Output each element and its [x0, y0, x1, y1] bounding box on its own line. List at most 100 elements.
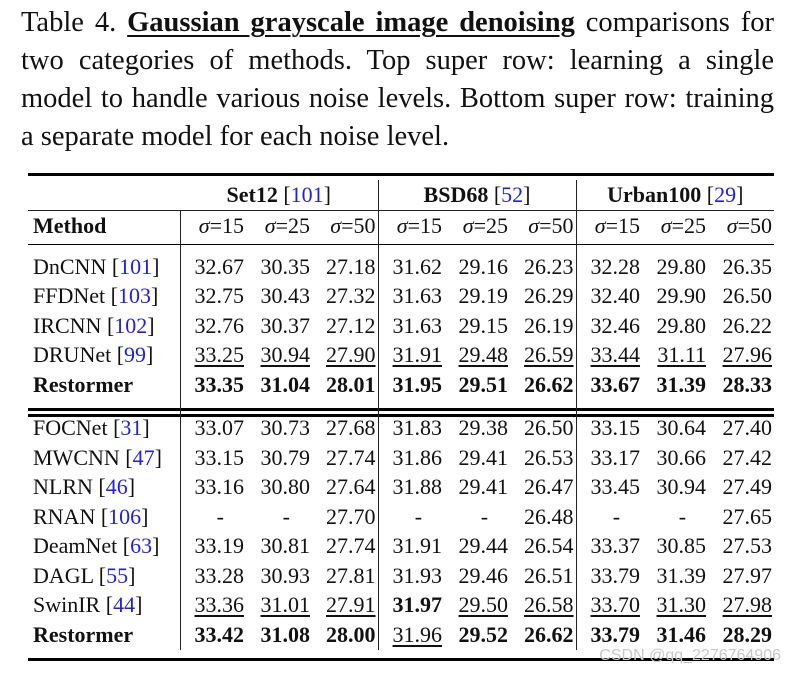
psnr-cell: 27.42: [722, 444, 773, 470]
psnr-cell: 31.11: [657, 342, 707, 368]
citation-link[interactable]: 55: [106, 562, 129, 588]
citation-link[interactable]: 106: [108, 503, 142, 529]
psnr-cell: 30.80: [260, 474, 311, 500]
psnr-cell: 27.18: [312, 252, 379, 282]
psnr-cell: 26.50: [510, 413, 577, 443]
citation-link[interactable]: 52: [501, 182, 524, 207]
psnr-cell: 29.46: [458, 562, 509, 588]
psnr-cell: 30.93: [260, 562, 311, 588]
psnr-cell: -: [414, 503, 423, 529]
sigma-level-header: σ=25: [660, 213, 707, 238]
section-rule-lower: [28, 414, 774, 417]
citation-link[interactable]: 101: [119, 253, 153, 279]
psnr-cell: 26.48: [510, 502, 577, 532]
citation-link[interactable]: 46: [105, 474, 128, 500]
psnr-cell: 29.41: [458, 474, 509, 500]
psnr-cell: 29.38: [458, 415, 509, 441]
psnr-cell: 33.44: [590, 342, 641, 368]
psnr-cell: 31.39: [656, 371, 707, 397]
psnr-cell: 27.74: [312, 531, 379, 561]
citation-link[interactable]: 102: [114, 312, 148, 338]
method-name: DAGL [55]: [28, 561, 181, 591]
psnr-cell: 31.91: [392, 533, 443, 559]
psnr-cell: 33.36: [194, 592, 245, 618]
citation-link[interactable]: 103: [117, 283, 151, 309]
top-rule: [28, 173, 774, 176]
psnr-cell: 30.79: [260, 444, 311, 470]
psnr-cell: 33.45: [590, 474, 641, 500]
psnr-cell: 28.29: [722, 621, 773, 647]
sigma-level-header: σ=15: [198, 213, 244, 238]
group-header-set12: Set12 [101]: [180, 180, 379, 211]
method-name: DnCNN [101]: [28, 252, 181, 282]
psnr-cell: 30.94: [656, 474, 707, 500]
bottom-rule: [28, 658, 774, 661]
psnr-cell: 33.25: [194, 342, 245, 368]
psnr-cell: 27.74: [312, 443, 379, 473]
citation-link[interactable]: 63: [130, 533, 153, 559]
header-row-sigma: Method σ=15 σ=25 σ=50 σ=15 σ=25 σ=50 σ=15 σ=25 σ…: [28, 210, 775, 241]
method-name: DeamNet [63]: [28, 531, 181, 561]
method-name: RNAN [106]: [28, 502, 181, 532]
psnr-cell: 33.15: [194, 444, 245, 470]
table-row: Restormer 33.35 31.04 28.01 31.95 29.51 26.62 3…: [28, 370, 774, 400]
method-name: NLRN [46]: [28, 472, 181, 502]
psnr-cell: 27.49: [722, 474, 773, 500]
psnr-cell: 32.76: [194, 312, 245, 338]
group-header-urban100: Urban100 [29]: [607, 182, 744, 207]
psnr-cell: 33.70: [590, 592, 641, 618]
psnr-cell: 33.15: [590, 415, 641, 441]
psnr-cell: 33.67: [590, 371, 641, 397]
psnr-cell: 33.79: [590, 621, 641, 647]
citation-link[interactable]: 29: [714, 182, 737, 207]
psnr-cell: 29.50: [458, 592, 509, 618]
psnr-cell: 33.35: [194, 371, 245, 397]
citation-link[interactable]: 99: [124, 342, 147, 368]
psnr-cell: 26.23: [510, 252, 577, 282]
table-row: Restormer 33.42 31.08 28.00 31.96 29.52 26.62 3…: [28, 620, 774, 650]
psnr-cell: 31.83: [392, 415, 443, 441]
psnr-cell: 31.30: [656, 592, 707, 618]
method-name: MWCNN [47]: [28, 443, 181, 473]
sigma-level-header: σ=15: [594, 213, 641, 238]
psnr-cell: -: [612, 503, 621, 529]
psnr-cell: 26.62: [510, 370, 577, 400]
caption-label: Table 4.: [21, 7, 117, 38]
table-row: RNAN [106] - -27.70- -26.48- -27.65: [28, 502, 774, 532]
psnr-cell: 27.70: [312, 502, 379, 532]
method-name: Restormer: [28, 620, 181, 650]
psnr-cell: 31.01: [260, 592, 311, 618]
psnr-cell: 29.48: [458, 342, 509, 368]
psnr-cell: 32.46: [590, 312, 641, 338]
caption-title: Gaussian grayscale image denoising: [127, 7, 575, 38]
psnr-cell: 29.52: [458, 621, 509, 647]
psnr-cell: 30.66: [656, 444, 707, 470]
psnr-cell: 31.08: [260, 621, 311, 647]
psnr-cell: 27.97: [722, 562, 773, 588]
psnr-cell: 26.47: [510, 472, 577, 502]
psnr-cell: 27.68: [312, 413, 379, 443]
table-row: DAGL [55] 33.28 30.93 27.81 31.93 29.46 26.51 3…: [28, 561, 774, 591]
table-row: NLRN [46] 33.16 30.80 27.64 31.88 29.41 26.47 3…: [28, 472, 774, 502]
method-header: Method: [28, 210, 181, 241]
section-spacer: [28, 399, 774, 414]
psnr-cell: 33.42: [194, 621, 245, 647]
psnr-cell: 29.15: [458, 312, 509, 338]
citation-link[interactable]: 101: [290, 182, 324, 207]
table-row: DeamNet [63] 33.19 30.81 27.74 31.91 29.44 26.…: [28, 531, 774, 561]
citation-link[interactable]: 31: [120, 415, 143, 441]
psnr-cell: 32.75: [194, 283, 245, 309]
psnr-cell: 26.58: [510, 590, 577, 620]
psnr-cell: 33.37: [590, 533, 641, 559]
citation-link[interactable]: 44: [113, 592, 136, 618]
method-name: FFDNet [103]: [28, 281, 181, 311]
table-row: SwinIR [44] 33.36 31.01 27.91 31.97 29.50 26.5…: [28, 590, 774, 620]
psnr-cell: 30.85: [656, 533, 707, 559]
psnr-cell: 33.17: [590, 444, 641, 470]
psnr-cell: 33.07: [194, 415, 245, 441]
header-row-groups: Set12 [101] BSD68 [52] Urban100 [29]: [28, 180, 774, 211]
psnr-cell: 32.40: [590, 283, 641, 309]
psnr-cell: 27.90: [312, 340, 379, 370]
psnr-cell: 29.90: [656, 283, 707, 309]
citation-link[interactable]: 47: [132, 444, 155, 470]
